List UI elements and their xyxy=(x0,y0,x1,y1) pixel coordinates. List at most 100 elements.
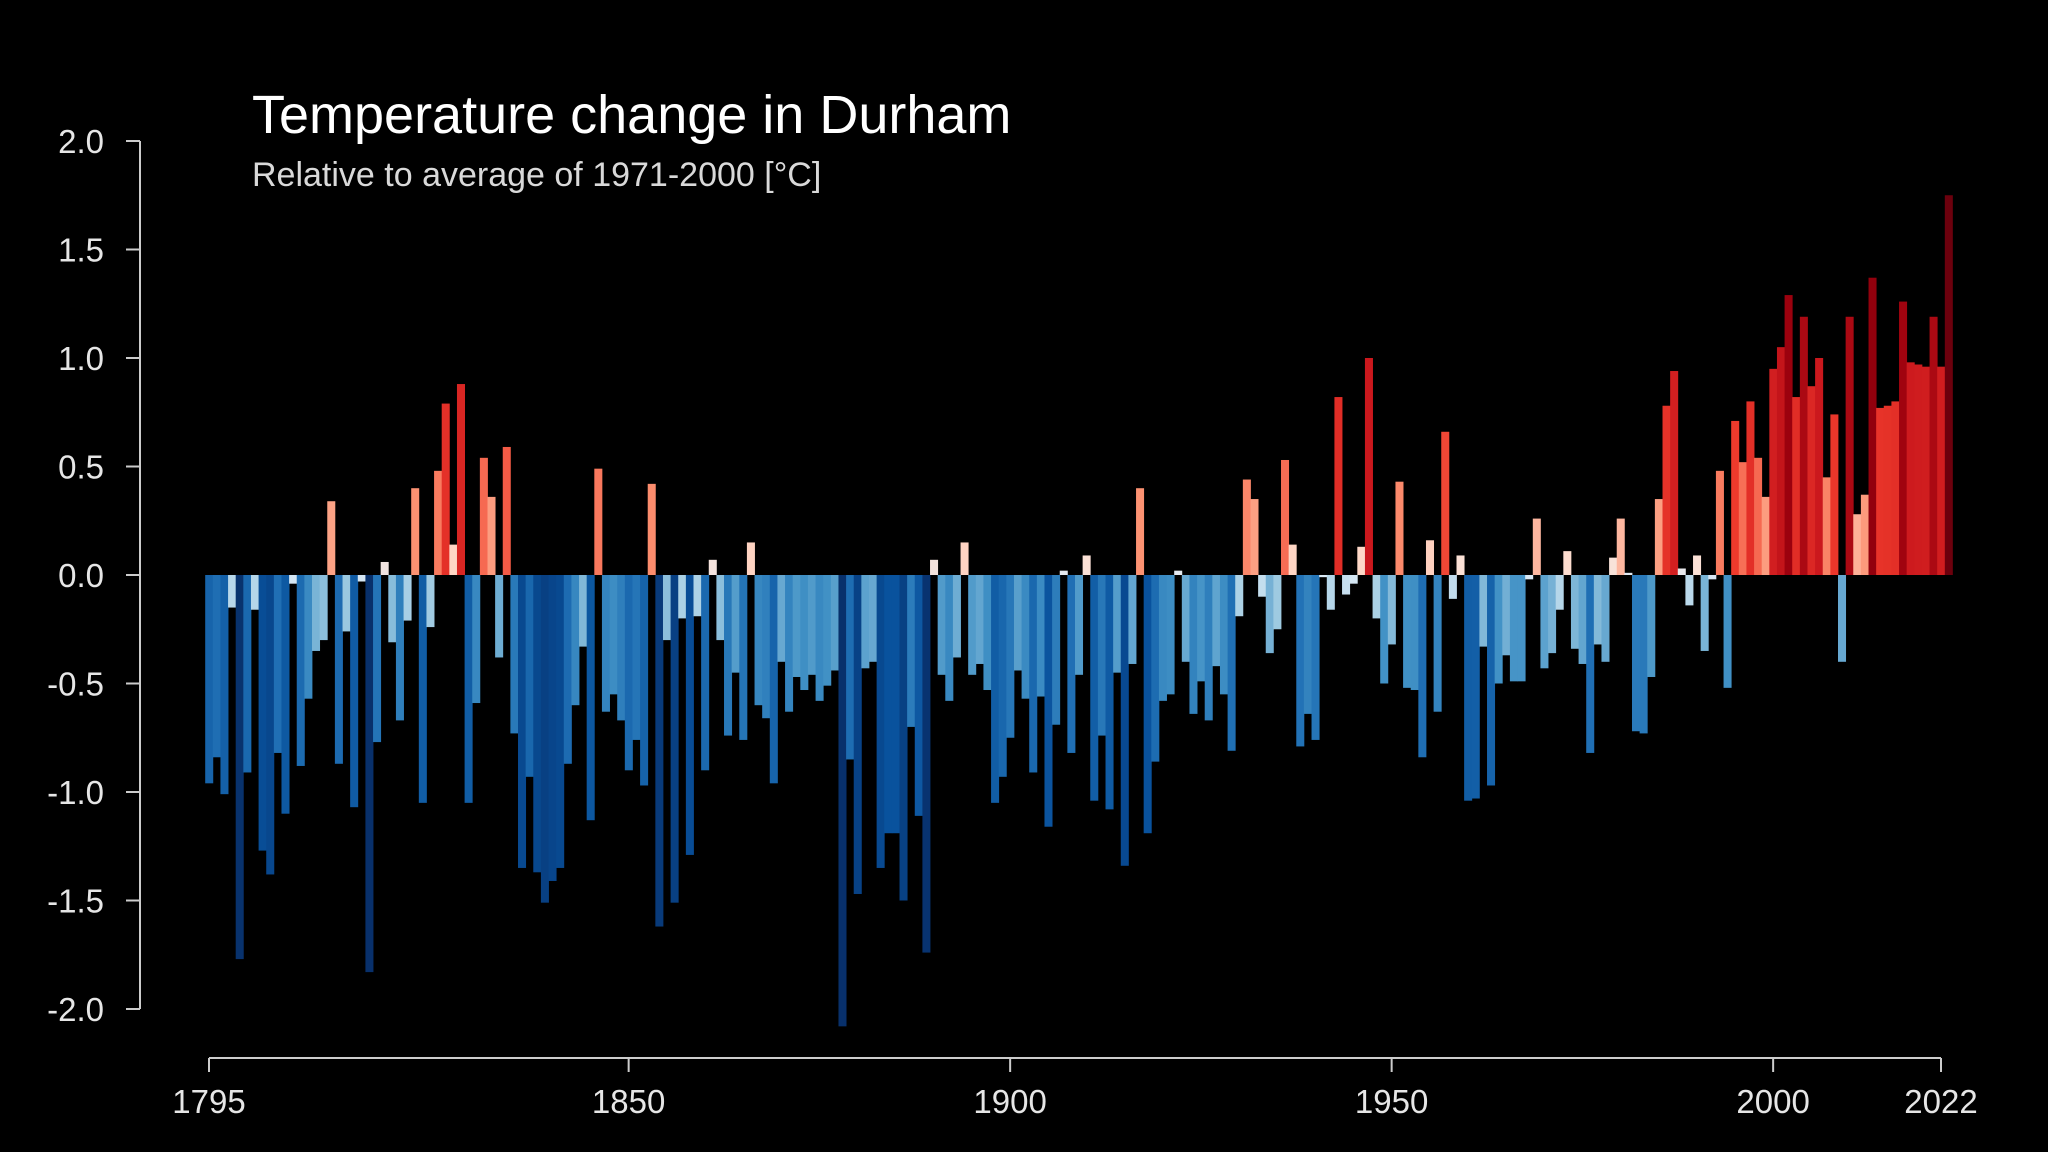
bar-1989 xyxy=(1685,575,1694,606)
bar-1893 xyxy=(952,575,961,658)
bar-1980 xyxy=(1616,518,1625,575)
bar-1895 xyxy=(968,575,977,675)
x-tick-label: 1850 xyxy=(592,1083,665,1120)
bar-1807 xyxy=(296,575,305,766)
x-tick-label: 2000 xyxy=(1736,1083,1809,1120)
bar-1884 xyxy=(884,575,893,834)
bar-1922 xyxy=(1174,570,1183,575)
bar-1919 xyxy=(1151,575,1160,762)
bar-1996 xyxy=(1738,462,1747,575)
bar-1917 xyxy=(1136,488,1145,575)
y-tick-label: 1.5 xyxy=(58,232,104,269)
bar-1906 xyxy=(1052,575,1061,725)
bar-1928 xyxy=(1219,575,1228,695)
bar-1999 xyxy=(1761,496,1770,575)
bar-2010 xyxy=(1845,316,1854,575)
bar-1896 xyxy=(975,575,984,664)
bar-1904 xyxy=(1036,575,1045,697)
bar-1828 xyxy=(456,384,465,575)
bar-1803 xyxy=(266,575,275,875)
bar-1942 xyxy=(1326,575,1335,610)
bar-1877 xyxy=(830,575,839,671)
bar-1839 xyxy=(540,575,549,903)
bar-2001 xyxy=(1776,347,1785,575)
bar-2012 xyxy=(1860,494,1869,575)
bar-1927 xyxy=(1212,575,1221,667)
bar-2005 xyxy=(1807,386,1816,575)
bar-1898 xyxy=(991,575,1000,803)
bar-1875 xyxy=(815,575,824,701)
bar-1825 xyxy=(434,470,443,575)
bar-1894 xyxy=(960,542,969,575)
bar-1834 xyxy=(502,446,511,575)
bar-1813 xyxy=(342,575,351,632)
bar-1800 xyxy=(243,575,252,773)
bar-1860 xyxy=(701,575,710,771)
y-tick-label: 1.0 xyxy=(58,340,104,377)
bar-2004 xyxy=(1799,316,1808,575)
bar-1983 xyxy=(1639,575,1648,734)
bar-1802 xyxy=(258,575,267,851)
bar-2000 xyxy=(1769,368,1778,575)
bar-1925 xyxy=(1197,575,1206,682)
bar-1879 xyxy=(846,575,855,760)
bar-1819 xyxy=(388,575,397,643)
bar-1926 xyxy=(1204,575,1213,721)
bar-1890 xyxy=(930,559,939,575)
bar-1956 xyxy=(1433,575,1442,712)
bar-1859 xyxy=(693,575,702,617)
bar-1815 xyxy=(357,575,366,582)
bar-1947 xyxy=(1364,358,1373,575)
bar-1816 xyxy=(365,575,374,973)
bar-1861 xyxy=(708,559,717,575)
bar-2019 xyxy=(1914,364,1923,575)
bar-1823 xyxy=(418,575,427,803)
bar-1831 xyxy=(479,457,488,575)
bar-1821 xyxy=(403,575,412,621)
bar-1818 xyxy=(380,561,389,575)
bar-1913 xyxy=(1105,575,1114,810)
bar-1899 xyxy=(998,575,1007,777)
bar-1937 xyxy=(1288,544,1297,575)
bar-1870 xyxy=(777,575,786,662)
bar-1987 xyxy=(1670,371,1679,575)
bar-2020 xyxy=(1921,366,1930,575)
bar-1976 xyxy=(1586,575,1595,753)
bar-1974 xyxy=(1570,575,1579,649)
bar-1892 xyxy=(945,575,954,701)
bar-1961 xyxy=(1471,575,1480,799)
bar-1941 xyxy=(1319,575,1328,578)
bar-1924 xyxy=(1189,575,1198,714)
bar-1995 xyxy=(1731,420,1740,575)
bar-1820 xyxy=(395,575,404,721)
bar-1914 xyxy=(1113,575,1122,673)
bar-1929 xyxy=(1227,575,1236,751)
bar-1849 xyxy=(617,575,626,721)
bar-1824 xyxy=(426,575,435,628)
bar-1873 xyxy=(800,575,809,691)
bar-1883 xyxy=(876,575,885,868)
bar-1902 xyxy=(1021,575,1030,699)
bar-1837 xyxy=(525,575,534,777)
bar-1842 xyxy=(563,575,572,764)
bar-2017 xyxy=(1899,301,1908,575)
bar-1990 xyxy=(1693,555,1702,575)
bar-1881 xyxy=(861,575,870,669)
bar-1957 xyxy=(1441,431,1450,575)
bar-1841 xyxy=(556,575,565,868)
bar-2023 xyxy=(1944,195,1953,575)
bar-1951 xyxy=(1395,481,1404,575)
axes-group: 2.0 1.5 1.0 0.5 0.0 -0.5 -1.0 -1.5 -2.0 1795 1850 1… xyxy=(47,123,1978,1120)
bar-1903 xyxy=(1029,575,1038,773)
bar-1921 xyxy=(1166,575,1175,695)
bar-1801 xyxy=(250,575,259,610)
bar-1981 xyxy=(1624,572,1633,575)
bar-1880 xyxy=(853,575,862,894)
bar-1933 xyxy=(1258,575,1267,597)
bar-1864 xyxy=(731,575,740,673)
bar-1952 xyxy=(1403,575,1412,688)
bar-1887 xyxy=(907,575,916,727)
bar-1975 xyxy=(1578,575,1587,664)
bar-1911 xyxy=(1090,575,1099,801)
bar-1871 xyxy=(785,575,794,712)
